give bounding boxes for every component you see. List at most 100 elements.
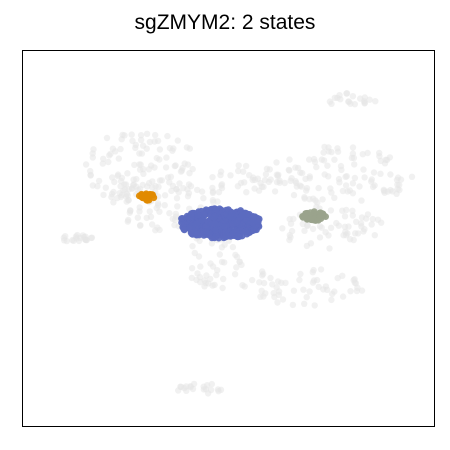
background-point-7 (220, 275, 227, 283)
background-point-6 (309, 279, 317, 286)
highlight-point-0 (254, 218, 262, 225)
background-point-6 (290, 287, 298, 294)
background-point-3 (281, 179, 288, 187)
background-point-4 (364, 149, 371, 157)
background-point-3 (234, 183, 242, 190)
background-point-7 (233, 264, 240, 271)
background-point-2 (189, 243, 196, 250)
background-point-1 (130, 181, 138, 188)
background-point-10 (175, 387, 182, 394)
background-point-5 (299, 220, 306, 228)
background-point-4 (339, 187, 347, 195)
background-point-9 (345, 98, 353, 105)
background-point-5 (361, 226, 368, 233)
background-point-5 (353, 218, 360, 225)
background-point-6 (353, 287, 361, 295)
background-point-6 (329, 290, 336, 298)
background-point-3 (288, 175, 295, 182)
background-point-0 (164, 132, 171, 140)
background-point-9 (343, 90, 350, 97)
background-point-1 (108, 190, 116, 198)
background-point-6 (256, 279, 263, 286)
background-point-6 (296, 276, 303, 284)
background-point-1 (158, 177, 165, 184)
background-point-6 (320, 286, 327, 293)
background-point-7 (209, 282, 216, 289)
background-point-4 (294, 164, 302, 172)
highlight-point-0 (178, 215, 185, 223)
background-point-5 (346, 236, 354, 243)
background-point-1 (174, 203, 181, 210)
background-point-3 (242, 162, 250, 170)
background-point-5 (374, 216, 382, 223)
background-point-4 (338, 166, 345, 174)
background-point-7 (241, 283, 248, 290)
background-point-6 (275, 288, 283, 295)
background-point-6 (271, 293, 278, 301)
background-point-6 (289, 301, 297, 309)
background-point-4 (306, 156, 313, 163)
background-point-8 (88, 234, 96, 241)
background-point-4 (299, 169, 306, 177)
background-point-2 (208, 240, 216, 247)
background-point-6 (300, 286, 307, 293)
background-point-3 (241, 179, 248, 186)
background-point-3 (255, 187, 263, 194)
background-point-1 (168, 187, 175, 195)
background-point-5 (327, 224, 335, 231)
background-point-6 (258, 287, 265, 294)
background-point-6 (257, 293, 264, 300)
background-point-3 (266, 166, 273, 173)
background-point-6 (358, 287, 366, 294)
background-point-0 (152, 131, 159, 139)
background-point-3 (246, 172, 253, 179)
background-point-4 (262, 171, 270, 178)
background-point-9 (351, 101, 358, 108)
background-point-1 (127, 207, 134, 215)
background-point-4 (319, 196, 326, 203)
background-point-5 (286, 231, 293, 239)
background-point-7 (188, 265, 196, 272)
background-point-0 (105, 158, 112, 166)
background-point-0 (129, 137, 136, 144)
background-point-4 (328, 148, 335, 156)
background-point-1 (116, 190, 123, 197)
background-point-10 (215, 388, 222, 395)
background-point-1 (187, 183, 195, 190)
background-point-4 (290, 191, 298, 199)
background-point-4 (286, 156, 293, 163)
background-point-1 (209, 174, 216, 181)
background-point-4 (320, 157, 328, 164)
highlight-point-0 (194, 211, 202, 219)
background-point-1 (117, 177, 125, 185)
background-point-0 (130, 176, 137, 183)
background-point-0 (174, 137, 181, 144)
background-point-7 (259, 272, 266, 279)
background-point-4 (358, 197, 365, 204)
highlight-point-0 (231, 220, 239, 227)
background-point-1 (161, 202, 168, 209)
background-point-5 (325, 232, 332, 239)
background-point-1 (194, 186, 201, 194)
background-point-1 (173, 195, 181, 202)
background-point-1 (144, 183, 151, 190)
background-point-1 (146, 208, 153, 215)
background-point-4 (303, 187, 310, 194)
background-point-2 (195, 253, 203, 260)
background-point-5 (303, 242, 311, 250)
background-point-7 (197, 263, 204, 270)
background-point-0 (107, 150, 114, 158)
background-point-0 (146, 138, 154, 146)
background-point-1 (178, 167, 186, 174)
background-point-0 (163, 154, 170, 161)
background-point-3 (251, 176, 259, 184)
background-point-5 (341, 213, 349, 220)
background-point-6 (279, 296, 287, 303)
background-point-5 (316, 223, 324, 230)
background-point-6 (310, 266, 317, 274)
background-point-4 (310, 155, 318, 163)
background-point-10 (208, 380, 215, 388)
background-point-0 (154, 137, 162, 145)
highlight-point-0 (200, 210, 208, 217)
highlight-point-0 (228, 209, 236, 217)
